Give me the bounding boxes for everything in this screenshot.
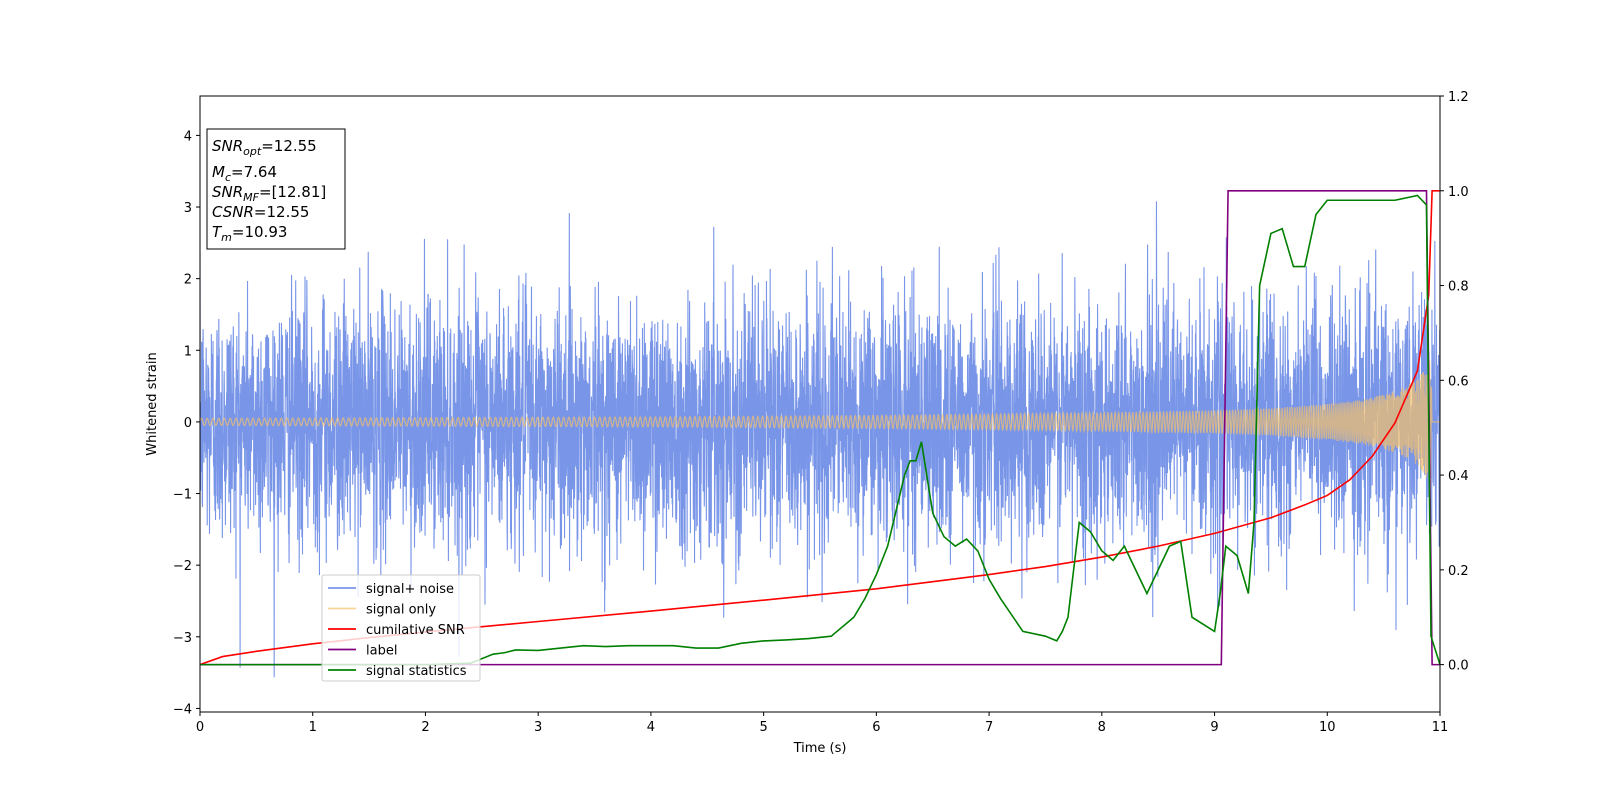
y-tick-label-left: 0 (184, 416, 192, 431)
y-tick-label-left: −4 (173, 702, 192, 717)
legend-item: signal+ noise (328, 582, 454, 597)
x-tick-label: 0 (196, 720, 204, 735)
csnr-text: CSNR=12.55 (212, 203, 309, 221)
legend-item: cumilative SNR (328, 623, 465, 638)
y-tick-label-right: 1.2 (1448, 90, 1469, 105)
snr-mf-text: SNRMF=[12.81] (212, 183, 326, 204)
x-tick-label: 2 (421, 720, 429, 735)
legend: signal+ noise signal only cumilative SNR la… (321, 574, 481, 682)
y-tick-label-left: 1 (184, 344, 192, 359)
legend-item: label (328, 644, 397, 659)
ticks-layer: 0 1 2 3 4 5 6 7 8 9 10 11 −4 −3 −2 −1 0 1 2 3 4 0.0 0.2 0.4 0.6 0… (173, 90, 1469, 735)
y-tick-label-right: 0.6 (1448, 374, 1469, 389)
y-tick-label-left: 3 (184, 201, 192, 216)
y-tick-label-right: 0.0 (1448, 659, 1469, 674)
y-tick-label-left: −2 (173, 559, 192, 574)
legend-label: label (366, 644, 397, 659)
y-tick-label-left: 4 (184, 129, 192, 144)
series-signal-noise (200, 201, 1440, 678)
y-tick-label-right: 1.0 (1448, 185, 1469, 200)
legend-item: signal statistics (328, 664, 467, 679)
x-tick-label: 5 (759, 720, 767, 735)
y-tick-label-right: 0.8 (1448, 280, 1469, 295)
y-tick-label-left: −3 (173, 631, 192, 646)
x-tick-label: 6 (872, 720, 880, 735)
legend-label: signal statistics (366, 664, 467, 679)
x-tick-label: 9 (1210, 720, 1218, 735)
legend-label: signal+ noise (366, 582, 454, 597)
y-tick-label-left: 2 (184, 273, 192, 288)
y-tick-label-right: 0.2 (1448, 564, 1469, 579)
series-label (200, 189, 1440, 666)
legend-item: signal only (328, 603, 436, 618)
y-axis-label-left: Whitened strain (145, 352, 160, 455)
legend-label: signal only (366, 603, 436, 618)
snr-opt-text: SNRopt=12.55 (212, 137, 317, 158)
plot-frame (199, 95, 1441, 713)
x-tick-label: 3 (534, 720, 542, 735)
series-signal-only (200, 360, 1440, 486)
x-tick-label: 11 (1432, 720, 1449, 735)
mc-text: Mc=7.64 (212, 163, 277, 184)
y-tick-label-left: −1 (173, 488, 192, 503)
x-tick-label: 10 (1319, 720, 1336, 735)
series-signal-statistics (200, 194, 1440, 666)
tm-text: Tm=10.93 (212, 223, 287, 244)
x-tick-label: 7 (985, 720, 993, 735)
x-tick-label: 1 (309, 720, 317, 735)
y-tick-label-right: 0.4 (1448, 469, 1469, 484)
info-box: SNRopt=12.55 Mc=7.64 SNRMF=[12.81] CSNR=… (206, 128, 346, 250)
legend-label: cumilative SNR (366, 623, 465, 638)
x-tick-label: 8 (1098, 720, 1106, 735)
x-tick-label: 4 (647, 720, 655, 735)
x-axis-label: Time (s) (793, 741, 847, 756)
